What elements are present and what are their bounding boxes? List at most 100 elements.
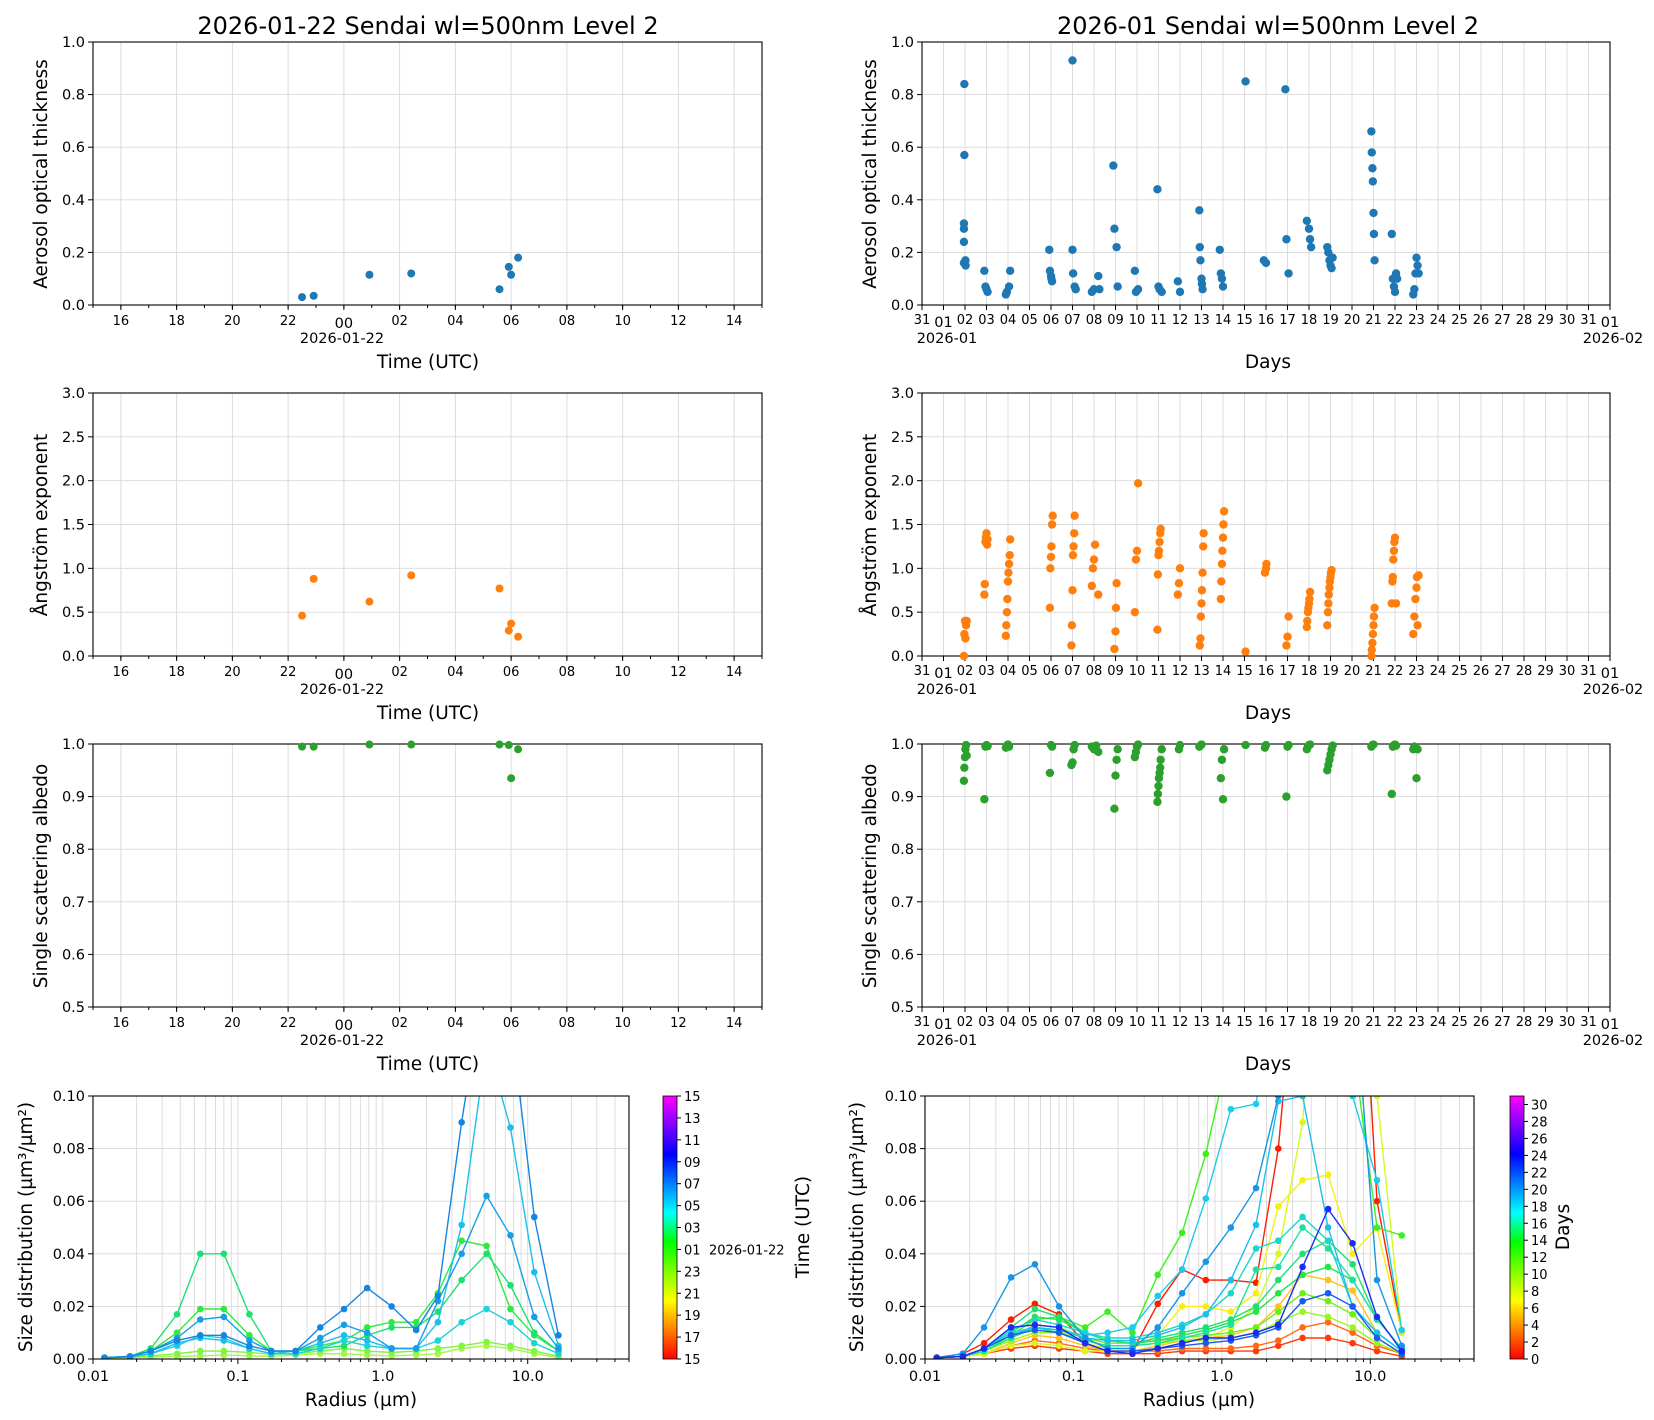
monthly_aod-point [1387,229,1396,239]
daily_angstrom-ytick-label: 1.0 [62,561,85,577]
daily_size_distribution-series-point [555,1332,562,1339]
ylabel-monthly-size: Size distribution (µm³/µm²) [847,1102,868,1352]
monthly_aod-point [1410,285,1419,294]
monthly_size_distribution-series-point [1274,1337,1282,1344]
monthly_size_distribution-series-point [1031,1321,1039,1329]
monthly_ssa-point [983,741,992,751]
monthly_aod-point [959,219,969,228]
monthly_aod-xtick-label: 01 [1601,315,1619,331]
daily_angstrom-xtick-label: 02 [391,665,408,680]
monthly_size_distribution-colorbar-tick-label: 0 [1531,1353,1539,1368]
monthly_size_distribution-series-point [1299,1224,1306,1231]
daily_size_distribution-series-line [104,1308,559,1359]
monthly_angstrom-point [1153,625,1162,634]
monthly_size_distribution-series-point [1252,1221,1260,1229]
monthly_ssa-ytick-label: 0.8 [891,842,914,858]
daily_angstrom-xtick-label: 12 [670,665,687,680]
monthly_aod-point [1113,282,1122,291]
monthly_aod-point [1305,235,1315,244]
daily_angstrom-ytick-label: 3.0 [62,386,85,402]
monthly_angstrom-point [1367,651,1376,661]
monthly_size_distribution-series-point [1007,1274,1015,1281]
daily_ssa-point [365,740,374,749]
monthly_size_distribution-series-point [1324,1297,1332,1305]
monthly_angstrom-point [1199,542,1208,551]
monthly_angstrom-ytick-label: 3.0 [891,386,914,402]
daily_size_distribution-series-point [126,1353,134,1359]
daily_ssa-xtick-label: 18 [168,1016,185,1031]
daily_angstrom-point [504,626,513,635]
daily_size_distribution-series-line [104,1345,559,1359]
monthly_angstrom-xtick-label: 27 [1494,664,1511,679]
monthly_aod-point [1045,245,1054,254]
monthly_aod-xtick-label: 31 [1580,313,1597,328]
monthly_angstrom-ytick-label: 2.5 [891,430,914,446]
daily_aod-point [514,253,523,262]
monthly_size_distribution-series-point [1055,1329,1063,1336]
daily_size_distribution-series-point [363,1342,371,1350]
monthly_ssa-point [1133,740,1143,749]
panel-daily-size: Size distribution (µm³/µm²) Radius (µm) … [16,1102,814,1411]
monthly_size_distribution-colorbar-tick-label: 30 [1531,1098,1548,1113]
daily_size_distribution-series-point [340,1342,348,1350]
monthly_ssa-point [1284,740,1293,750]
monthly_angstrom-point [983,535,992,544]
daily_aod-xtick-label: 18 [168,314,185,329]
monthly_ssa-point [1113,745,1122,754]
monthly_size_distribution-series-line [936,1226,1403,1359]
monthly_size_distribution-series-point [1275,567,1282,574]
monthly_size_distribution-series-point [1178,1329,1186,1336]
monthly_size_distribution-series-point [1373,1347,1381,1355]
monthly_angstrom-ytick-label: 1.0 [891,561,914,577]
monthly_angstrom-xtick-label: 30 [1559,664,1576,679]
monthly_size_distribution-series-point [1154,1345,1162,1352]
monthly_ssa-xtick-label: 12 [1172,1015,1189,1030]
monthly_angstrom-point [1409,629,1418,639]
monthly_aod-point [1368,177,1378,186]
monthly_size_distribution-series-point [1324,1205,1332,1213]
monthly_ssa-point [1216,773,1226,783]
daily_size_distribution-series-point [530,1347,538,1355]
monthly_aod-xtick-label: 08 [1086,313,1103,328]
monthly_aod-point [1327,263,1336,273]
monthly_size_distribution-series-point [1349,1250,1356,1258]
monthly_ssa-ytick-label: 1.0 [891,737,914,753]
daily_size_distribution-series-point [507,1124,514,1131]
monthly_angstrom-point [1070,529,1079,538]
monthly_size_distribution-series-point [1202,1324,1210,1331]
daily_aod-point [298,293,307,302]
monthly_aod-xtick-label: 27 [1494,313,1511,328]
daily_ssa-xtick-label: 10 [614,1016,631,1031]
daily_size_distribution-series-point [363,1337,371,1344]
daily_angstrom-point [495,584,504,593]
monthly_aod-xtick-label: 25 [1451,313,1468,328]
monthly_size_distribution-series-point [1373,1329,1381,1336]
monthly_size_distribution-series-point [1299,698,1306,705]
monthly_angstrom-point [1262,559,1271,569]
daily_size_distribution-series-point [507,1342,514,1350]
monthly_aod-xtick-label: 11 [1150,313,1167,328]
daily_ssa-ytick-label: 0.6 [62,947,85,963]
monthly_aod-point [1195,242,1204,252]
daily_size_distribution-colorbar-tick-label: 07 [684,1178,701,1193]
monthly_aod-xtick-label: 26 [1473,313,1490,328]
monthly_aod-frame [921,41,1611,306]
monthly_angstrom-point [1216,594,1226,604]
daily_size_distribution-series-point [507,1305,514,1313]
monthly_angstrom-ytick-label: 0.0 [891,649,914,665]
date-label-daily-angstrom: 2026-01-22 [300,682,384,698]
monthly_size_distribution-series-point [1274,1145,1282,1152]
monthly_angstrom-point [1130,607,1140,617]
monthly_size_distribution-series-point [1274,1250,1282,1258]
monthly_size_distribution-series-point [1373,1197,1381,1205]
monthly_angstrom-xtick-label: 26 [1473,664,1490,679]
monthly_size_distribution-series-point [1031,1326,1039,1334]
monthly_angstrom-point [1391,599,1401,608]
monthly_angstrom-xtick-label: 03 [978,664,995,679]
monthly_size_distribution-series-point [1055,1313,1063,1321]
monthly_size_distribution-colorbar-tick-label: 10 [1531,1268,1548,1283]
daily_size_distribution-series-point [458,1221,465,1229]
monthly_aod-point [1367,148,1376,157]
monthly_angstrom-point [1046,552,1056,562]
monthly_size_distribution-series-point [1324,1276,1332,1284]
